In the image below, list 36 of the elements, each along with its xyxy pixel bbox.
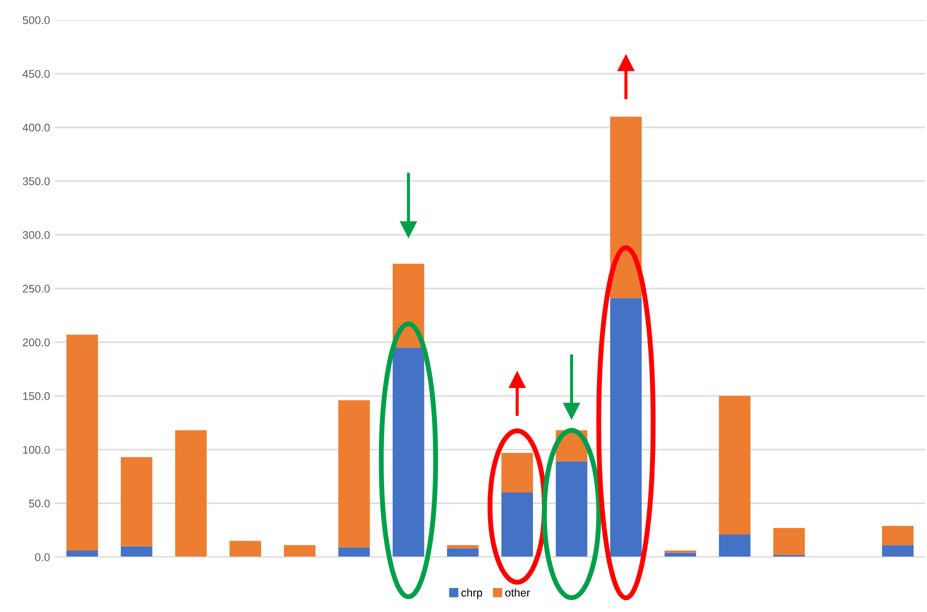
legend-label: other [505,588,530,597]
bar [501,452,533,493]
bar [66,334,98,551]
y-tick-label: 0.0 [35,553,50,562]
bar [773,528,805,555]
y-tick-label: 250.0 [22,284,50,293]
bar [718,396,750,534]
bar [338,400,370,548]
bar [230,540,262,557]
bar [501,492,533,557]
y-tick-label: 350.0 [22,177,50,186]
y-tick-label: 500.0 [22,16,50,24]
bar [284,545,316,557]
y-tick-label: 200.0 [22,338,50,346]
legend-label: chrp [461,588,482,599]
y-tick-label: 100.0 [23,446,50,454]
y-tick-label: 50.0 [28,500,50,508]
bar [447,548,479,557]
y-tick-label: 400.0 [22,124,50,132]
bar [392,348,424,557]
bar [120,457,152,546]
bar [882,526,914,546]
bar [718,534,750,557]
bar [882,545,914,557]
bar [338,547,370,557]
y-tick-label: 150.0 [23,392,50,400]
bar [556,461,588,557]
bar [120,546,152,557]
bar [175,430,207,557]
bar [664,552,696,557]
y-tick-label: 450.0 [22,70,50,78]
bar [610,116,642,298]
bar [610,298,642,557]
bar [66,550,98,557]
bar [447,545,479,548]
y-tick-label: 300.0 [22,231,50,239]
